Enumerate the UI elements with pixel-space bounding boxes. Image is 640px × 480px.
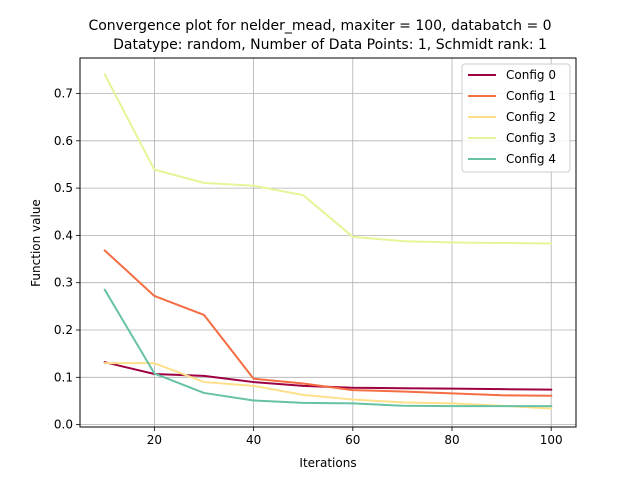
y-tick-label: 0.2 <box>54 323 73 337</box>
plot-area-frame <box>79 57 577 428</box>
y-tick-label: 0.4 <box>54 228 73 242</box>
legend-frame <box>461 63 571 173</box>
series-line-config-4 <box>103 288 553 408</box>
x-tick-label: 60 <box>345 433 360 447</box>
chart-title-line-1: Convergence plot for nelder_mead, maxite… <box>88 18 551 34</box>
series-line-config-3 <box>103 73 553 245</box>
y-tick-label: 0.5 <box>54 181 73 195</box>
y-tick-label: 0.1 <box>54 370 73 384</box>
x-tick-label: 100 <box>540 433 563 447</box>
y-tick-label: 0.0 <box>54 418 73 432</box>
chart-title-line-2: Datatype: random, Number of Data Points:… <box>113 37 547 53</box>
axis-ticks: 20 40 60 80 100 0.0 0.1 0.2 0.3 0.4 0.5 0.6 0.7 <box>54 86 563 447</box>
legend: Config 0 Config 1 Config 2 Config 3 Config 4 <box>461 63 571 173</box>
x-tick-label: 40 <box>246 433 261 447</box>
legend-label-config-2: Config 2 <box>506 110 556 124</box>
x-tick-label: 80 <box>444 433 459 447</box>
series-line-config-2 <box>103 362 553 410</box>
y-axis-label: Function value <box>29 199 43 287</box>
grid <box>80 58 576 427</box>
series-lines <box>103 73 553 410</box>
legend-label-config-0: Config 0 <box>506 68 556 82</box>
y-tick-label: 0.3 <box>54 276 73 290</box>
y-tick-label: 0.6 <box>54 134 73 148</box>
series-line-config-1 <box>103 249 553 397</box>
legend-label-config-1: Config 1 <box>506 89 556 103</box>
legend-label-config-3: Config 3 <box>506 131 556 145</box>
y-tick-label: 0.7 <box>54 86 73 100</box>
legend-label-config-4: Config 4 <box>506 152 556 166</box>
x-tick-label: 20 <box>147 433 162 447</box>
legend-items: Config 0 Config 1 Config 2 Config 3 Config 4 <box>468 68 556 166</box>
x-axis-label: Iterations <box>299 456 356 470</box>
